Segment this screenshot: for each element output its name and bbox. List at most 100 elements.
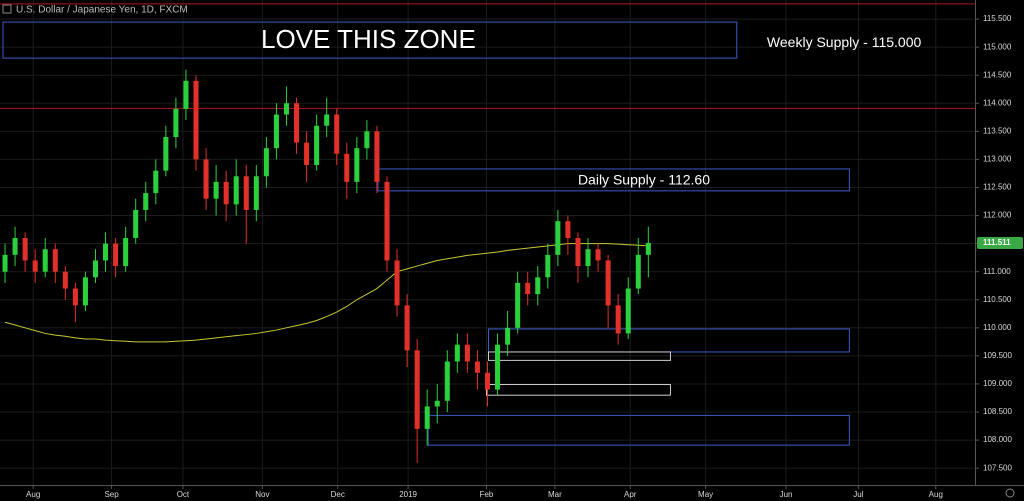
grid — [0, 0, 975, 485]
x-tick-label: Jul — [853, 490, 863, 499]
annotation: Weekly Supply - 115.000 — [767, 34, 922, 50]
candle-body — [62, 271, 68, 289]
zone — [485, 384, 671, 396]
candle-body — [444, 361, 450, 401]
candle-body — [143, 193, 149, 210]
candle-body — [253, 176, 259, 210]
candle-body — [304, 142, 310, 166]
zone-label: LOVE THIS ZONE — [261, 24, 476, 54]
candle-body — [364, 131, 370, 149]
y-tick-label: 110.000 — [983, 323, 1012, 332]
candle-body — [645, 243, 651, 255]
candle-body — [283, 103, 289, 115]
candle-body — [52, 249, 58, 272]
candle-body — [72, 288, 78, 306]
zone-label: Daily Supply - 112.60 — [578, 172, 710, 188]
candle-body — [314, 125, 320, 166]
candle-body — [565, 221, 571, 239]
candle-body — [585, 249, 591, 267]
candle-body — [545, 254, 551, 278]
x-tick-label: Dec — [331, 490, 345, 499]
candle-body — [354, 148, 360, 182]
expand-icon[interactable] — [2, 4, 12, 14]
plot: LOVE THIS ZONE Daily Supply - 112.60 Weekl… — [0, 3, 975, 463]
zone — [2, 21, 738, 59]
y-tick-label: 108.000 — [983, 435, 1012, 444]
candle-body — [635, 254, 641, 289]
candle-body — [515, 282, 521, 328]
candle-body — [42, 249, 48, 272]
candle-body — [133, 209, 139, 239]
y-tick-label: 115.500 — [983, 14, 1012, 23]
candle-body — [113, 243, 119, 267]
candle-body — [233, 176, 239, 205]
candle-body — [384, 181, 390, 261]
candle-body — [535, 277, 541, 295]
candle-body — [294, 103, 300, 143]
y-tick-label: 111.000 — [983, 267, 1011, 276]
price-label-bg — [977, 237, 1023, 250]
x-tick-label: Feb — [480, 490, 494, 499]
candle-body — [203, 159, 209, 199]
moving-average — [4, 243, 649, 343]
candle-body — [32, 260, 38, 272]
candle-body — [615, 305, 621, 334]
x-tick-label: Sep — [104, 490, 119, 499]
zone — [427, 414, 850, 446]
candle-body — [22, 238, 28, 261]
candle-body — [12, 238, 18, 255]
candle-body — [173, 108, 179, 137]
y-tick-label: 115.000 — [983, 42, 1012, 51]
candle-body — [454, 344, 460, 362]
candle-body — [525, 282, 531, 295]
y-tick-label: 107.500 — [983, 463, 1012, 472]
x-tick-label: 2019 — [399, 490, 417, 499]
y-tick-label: 112.500 — [983, 183, 1012, 192]
y-tick-label: 114.000 — [983, 98, 1012, 107]
candle-body — [464, 344, 470, 362]
candle-body — [344, 153, 350, 182]
candle-body — [213, 181, 219, 199]
y-tick-label: 112.000 — [983, 211, 1012, 220]
price-label: 111.511 — [983, 238, 1011, 247]
y-tick-label: 113.000 — [983, 155, 1012, 164]
x-tick-label: Apr — [624, 490, 637, 499]
candle-body — [605, 260, 611, 306]
candle-body — [484, 372, 491, 390]
y-tick-label: 110.500 — [983, 295, 1012, 304]
y-tick-label: 109.500 — [983, 351, 1012, 360]
candle-body — [474, 361, 480, 373]
x-tick-label: Nov — [255, 490, 269, 499]
settings-icon[interactable] — [1005, 488, 1015, 498]
candle-body — [424, 406, 430, 429]
candle-body — [223, 181, 229, 205]
candle-body — [153, 170, 159, 194]
y-tick-label: 113.500 — [983, 126, 1012, 135]
x-tick-label: Aug — [929, 490, 943, 499]
x-tick-label: Aug — [26, 490, 40, 499]
x-tick-label: Mar — [548, 490, 562, 499]
candle-body — [324, 114, 330, 126]
candle-body — [495, 344, 501, 390]
candle-body — [595, 249, 601, 261]
candle-body — [555, 221, 561, 255]
candle-body — [263, 148, 269, 177]
candle-body — [625, 288, 631, 334]
candle-body — [374, 131, 380, 182]
x-tick-label: Jun — [780, 490, 793, 499]
candle-body — [394, 260, 400, 306]
zone — [488, 351, 671, 361]
candle-body — [92, 260, 99, 278]
y-tick-label: 109.000 — [983, 379, 1012, 388]
candle-body — [434, 400, 440, 407]
candle-body — [575, 238, 581, 267]
candle-body — [183, 80, 189, 109]
candle-body — [404, 305, 410, 351]
x-tick-label: May — [698, 490, 713, 499]
candle-body — [243, 176, 249, 210]
y-tick-label: 108.500 — [983, 407, 1012, 416]
chart-title: U.S. Dollar / Japanese Yen, 1D, FXCM — [16, 5, 188, 16]
candle-body — [334, 114, 340, 154]
candle-body — [123, 238, 129, 267]
